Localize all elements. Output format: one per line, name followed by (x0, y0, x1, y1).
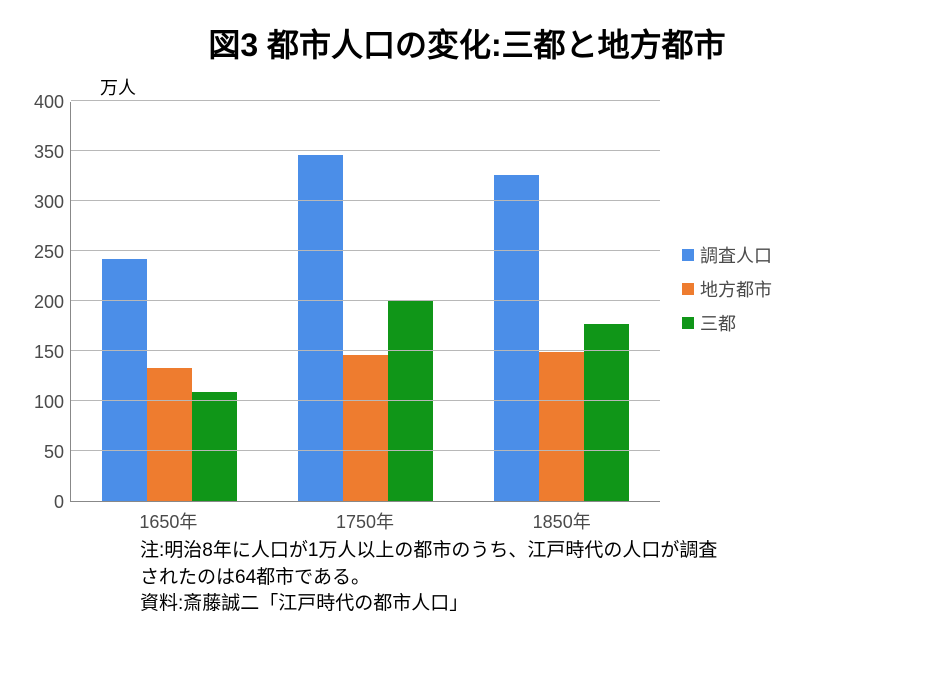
legend-item: 地方都市 (682, 276, 772, 302)
legend-label: 地方都市 (700, 276, 772, 302)
legend-swatch (682, 283, 694, 295)
legend-swatch (682, 249, 694, 261)
gridline (71, 400, 660, 401)
chart-title: 図3 都市人口の変化:三都と地方都市 (20, 20, 914, 66)
legend: 調査人口地方都市三都 (660, 76, 772, 502)
footnote: 注:明治8年に人口が1万人以上の都市のうち、江戸時代の人口が調査 されたのは64… (140, 538, 914, 618)
legend-label: 調査人口 (700, 242, 772, 268)
x-label: 1850年 (463, 508, 660, 534)
gridline (71, 100, 660, 101)
bar (147, 368, 192, 501)
footnote-line: 資料:斎藤誠二「江戸時代の都市人口」 (140, 591, 914, 618)
x-axis: 1650年1750年1850年 (70, 508, 660, 534)
gridline (71, 150, 660, 151)
bar-group (102, 259, 237, 501)
legend-item: 調査人口 (682, 242, 772, 268)
bar (102, 259, 147, 501)
bar (343, 355, 388, 501)
footnote-line: されたのは64都市である。 (140, 565, 914, 592)
chart-left: 万人 400350300250200150100500 1650年1750年18… (20, 76, 660, 534)
gridline (71, 350, 660, 351)
bar-groups (71, 102, 660, 501)
bar (192, 392, 237, 501)
legend-item: 三都 (682, 310, 772, 336)
plot-area: 400350300250200150100500 (20, 76, 660, 502)
chart-wrapper: 万人 400350300250200150100500 1650年1750年18… (20, 76, 914, 534)
legend-label: 三都 (700, 310, 736, 336)
gridline (71, 200, 660, 201)
gridline (71, 450, 660, 451)
bar (494, 175, 539, 501)
x-label: 1650年 (70, 508, 267, 534)
bar (539, 352, 584, 501)
chart-container: 図3 都市人口の変化:三都と地方都市 万人 400350300250200150… (0, 0, 934, 628)
bar (388, 301, 433, 501)
gridline (71, 300, 660, 301)
legend-swatch (682, 317, 694, 329)
x-label: 1750年 (267, 508, 464, 534)
gridline (71, 250, 660, 251)
y-axis: 400350300250200150100500 (20, 102, 70, 502)
bar-group (494, 175, 629, 501)
footnote-line: 注:明治8年に人口が1万人以上の都市のうち、江戸時代の人口が調査 (140, 538, 914, 565)
plot-grid (70, 102, 660, 502)
